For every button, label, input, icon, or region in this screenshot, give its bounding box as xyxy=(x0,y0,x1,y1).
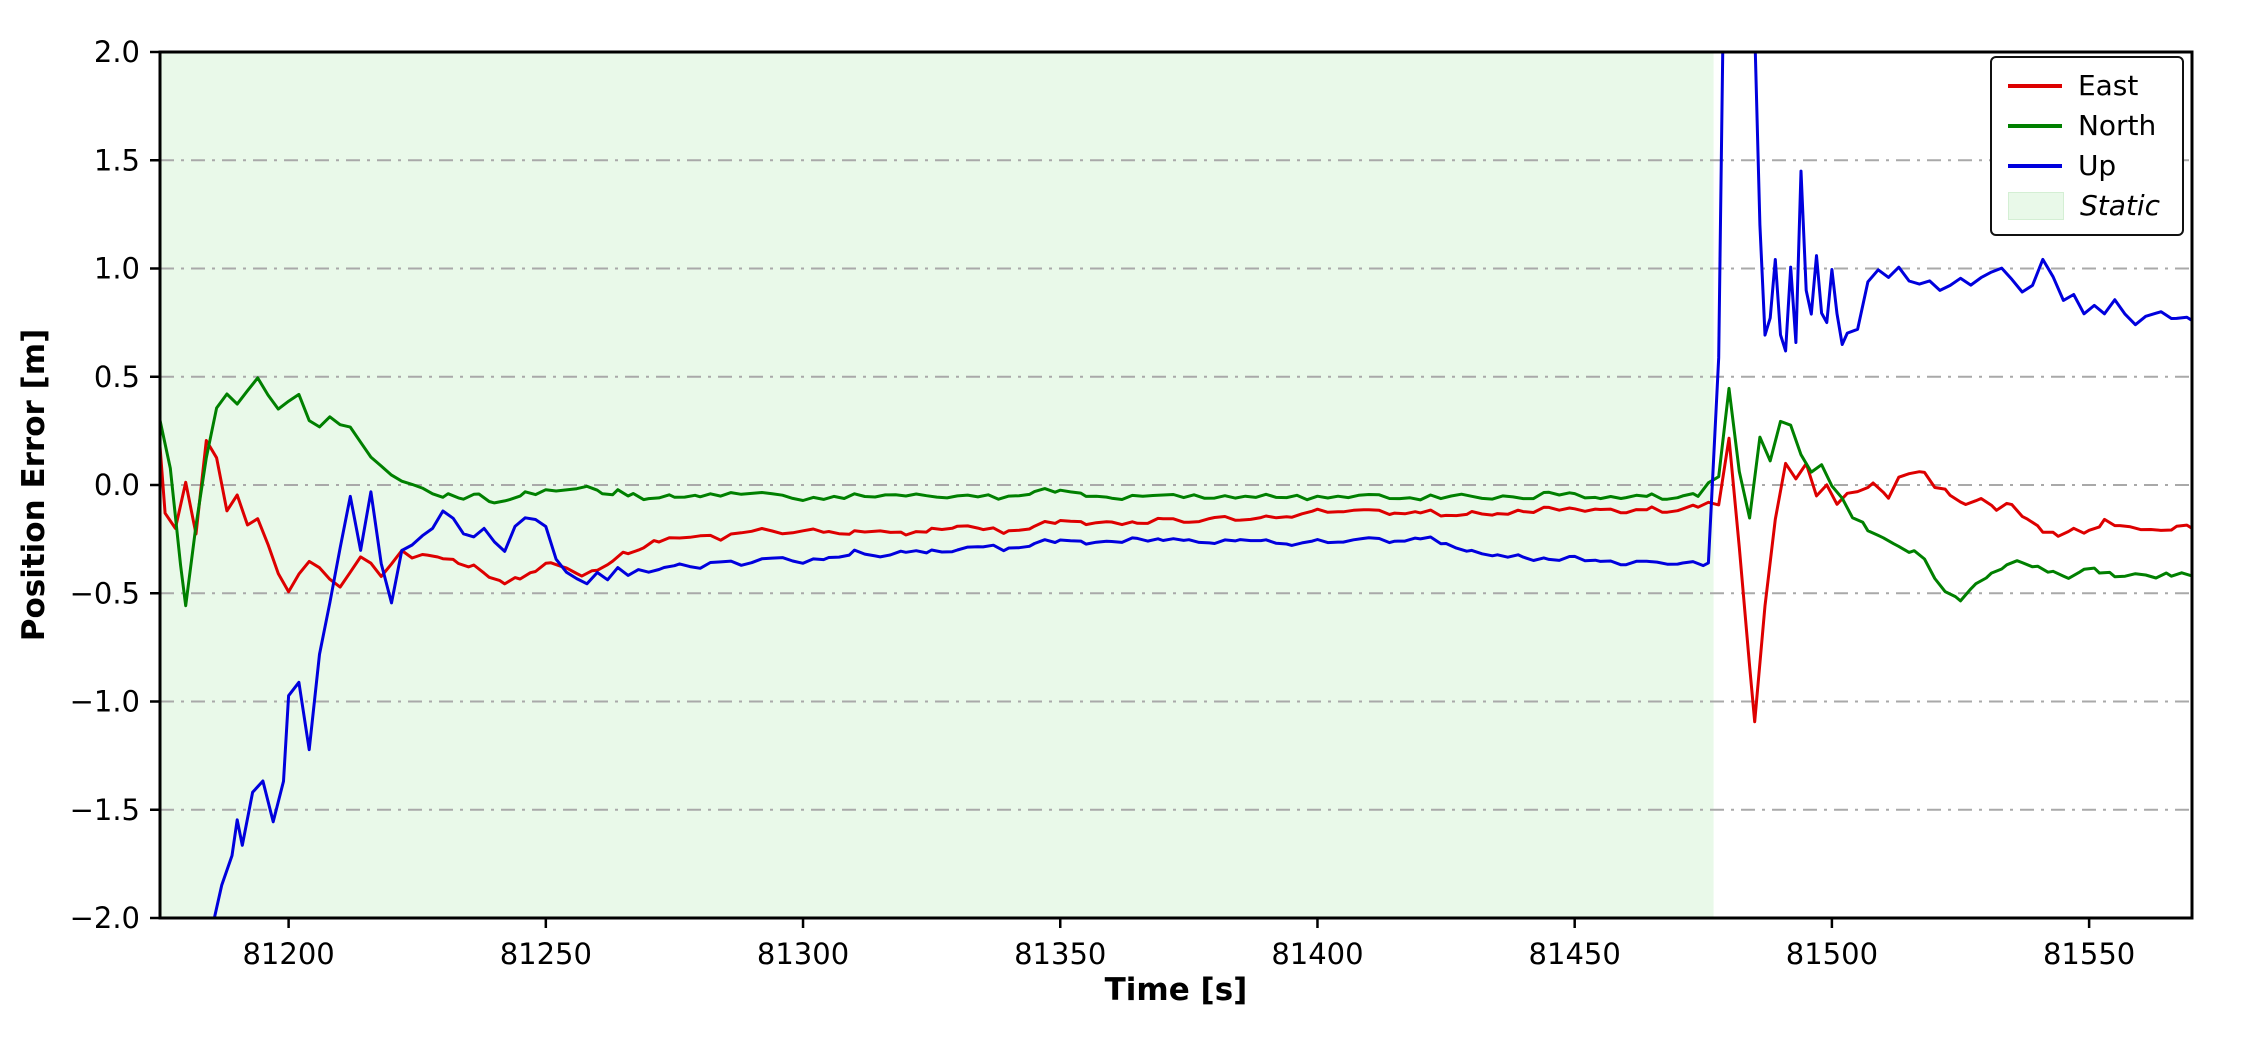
y-tick-label: −2.0 xyxy=(70,901,140,935)
y-tick-label: −1.5 xyxy=(70,793,140,827)
legend-entry-east: East xyxy=(2007,68,2160,104)
legend-label: East xyxy=(2077,69,2139,102)
series-up-line xyxy=(212,52,2192,918)
x-tick-label: 81400 xyxy=(1271,937,1363,971)
legend-patch-swatch xyxy=(2007,192,2064,220)
legend-line-swatch xyxy=(2007,124,2062,128)
legend-line-swatch xyxy=(2007,164,2062,168)
legend-line-swatch xyxy=(2007,84,2062,88)
x-tick-label: 81450 xyxy=(1529,937,1621,971)
series-east-line xyxy=(160,436,2192,724)
x-tick-label: 81300 xyxy=(757,937,849,971)
x-tick-label: 81350 xyxy=(1014,937,1106,971)
series-group xyxy=(160,52,2192,918)
x-axis-label: Time [s] xyxy=(1104,972,1248,1008)
legend-label: North xyxy=(2077,109,2157,142)
legend-label: Static xyxy=(2079,189,2160,222)
y-tick-label: 1.5 xyxy=(94,143,140,177)
series-north-line xyxy=(160,376,2192,608)
legend-entry-up: Up xyxy=(2007,148,2160,184)
y-axis-label: Position Error [m] xyxy=(16,328,52,642)
x-tick-label: 81500 xyxy=(1786,937,1878,971)
axes-spines xyxy=(158,50,2194,920)
legend-entry-north: North xyxy=(2007,108,2160,144)
x-tick-label: 81200 xyxy=(242,937,334,971)
y-tick-label: −1.0 xyxy=(70,685,140,719)
legend-label: Up xyxy=(2077,149,2117,182)
legend: East North Up Static xyxy=(1989,56,2184,236)
y-tick-label: 2.0 xyxy=(94,35,140,69)
x-tick-label: 81550 xyxy=(2043,937,2135,971)
y-tick-label: −0.5 xyxy=(70,576,140,610)
legend-entry-static: Static xyxy=(2007,188,2160,224)
y-tick-label: 0.0 xyxy=(94,468,140,502)
y-tick-label: 0.5 xyxy=(94,360,140,394)
y-tick-label: 1.0 xyxy=(94,252,140,286)
x-tick-label: 81250 xyxy=(500,937,592,971)
